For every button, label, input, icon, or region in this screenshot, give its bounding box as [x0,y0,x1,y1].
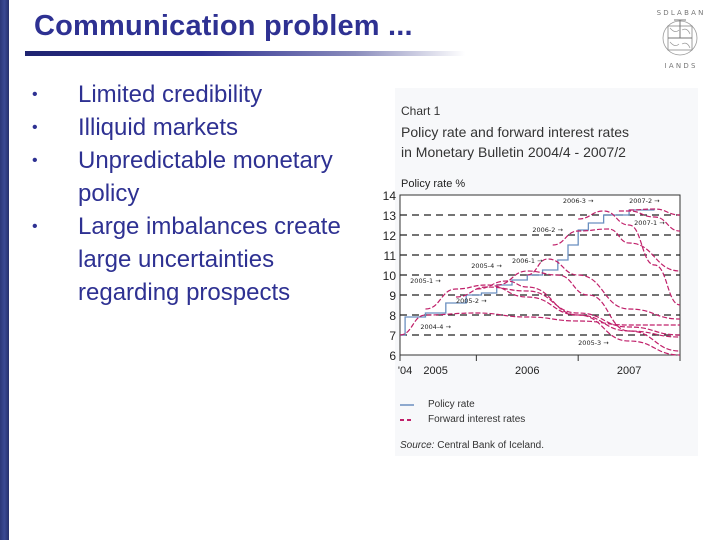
svg-text:'04: '04 [398,365,412,377]
chart-legend: Policy rate Forward interest rates [400,397,525,427]
chart-source: Source: Central Bank of Iceland. [400,440,544,451]
svg-text:S D L A B A N: S D L A B A N [657,9,704,17]
svg-text:2006-3 →: 2006-3 → [563,197,594,205]
svg-text:2005-1 →: 2005-1 → [410,277,441,285]
bullet-text: Unpredictable monetary policy [78,147,333,207]
svg-text:10: 10 [383,269,397,283]
svg-text:2007-1 →: 2007-1 → [634,219,665,227]
bullet-item: • Illiquid markets [30,111,370,144]
svg-text:8: 8 [389,309,396,323]
svg-text:14: 14 [383,190,397,203]
svg-text:I A N D S: I A N D S [665,62,696,70]
bullet-item: • Limited credibility [30,78,370,111]
svg-text:2007-2 →: 2007-2 → [629,197,660,205]
rates-line-chart: 6 7 8 9 10 11 12 13 14 '04 2005 2006 2007 2004-4 → 200… [383,190,681,377]
bullet-icon: • [32,119,38,136]
svg-text:9: 9 [389,289,396,303]
svg-text:2005-3 →: 2005-3 → [578,339,609,347]
central-bank-seal-icon: S D L A B A N I A N D S [657,9,704,70]
svg-text:7: 7 [389,329,396,343]
sidebar-stripe [0,0,9,540]
svg-text:12: 12 [383,229,397,243]
legend-item-policy: Policy rate [400,399,475,410]
bullet-text: Illiquid markets [78,114,239,141]
title-underline [25,51,465,56]
svg-text:2006-1 →: 2006-1 → [512,257,543,265]
svg-text:2005: 2005 [423,365,447,377]
bullet-icon: • [32,218,38,235]
svg-text:2006: 2006 [515,365,539,377]
svg-text:2005-2 →: 2005-2 → [456,297,487,305]
svg-text:11: 11 [384,249,397,263]
svg-text:6: 6 [389,349,396,363]
bullet-item: • Unpredictable monetary policy [30,144,370,210]
svg-text:2004-4 →: 2004-4 → [420,323,451,331]
bullet-list: • Limited credibility • Illiquid markets… [30,78,370,309]
slide-title: Communication problem ... [34,10,413,42]
bullet-text: Large imbalances create large uncertaint… [78,213,341,306]
svg-text:2006-2 →: 2006-2 → [532,226,563,234]
bullet-icon: • [32,152,38,169]
legend-item-forward: Forward interest rates [400,414,526,425]
bullet-icon: • [32,86,38,103]
chart-label: Chart 1 [401,104,441,118]
bullet-item: • Large imbalances create large uncertai… [30,210,370,309]
svg-text:2005-4 →: 2005-4 → [471,262,502,270]
svg-text:2007: 2007 [617,365,641,377]
chart-title: Policy rate and forward interest rates i… [401,124,629,160]
bullet-text: Limited credibility [78,81,263,108]
svg-text:13: 13 [383,209,397,223]
y-axis-label: Policy rate % [401,178,466,190]
